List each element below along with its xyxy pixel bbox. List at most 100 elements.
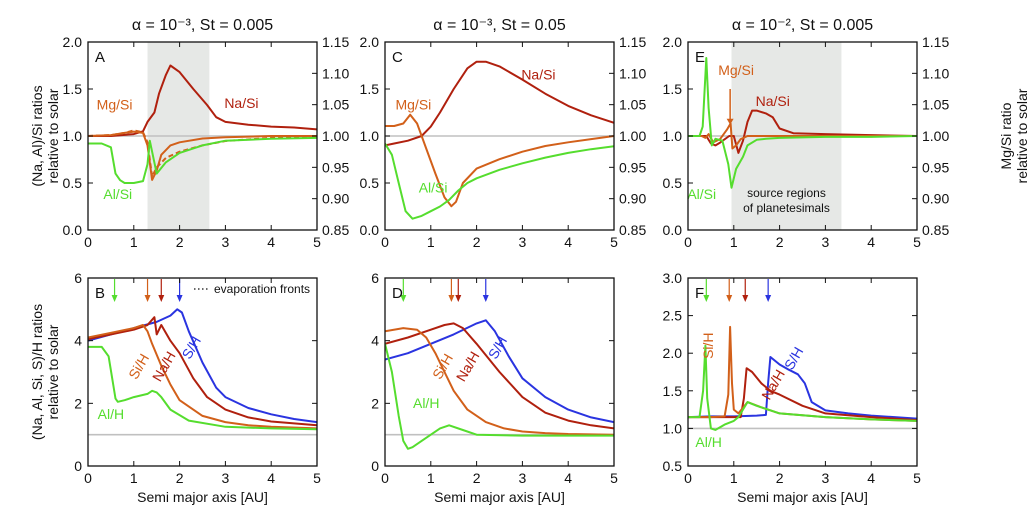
series-group [88, 308, 317, 431]
series-na-h [385, 322, 614, 430]
y2-tick-label: 1.10 [322, 65, 349, 81]
evaporation-front-arrowhead [765, 295, 772, 302]
series-group [688, 325, 917, 431]
x-tick-label: 3 [519, 234, 527, 250]
column-title-2: α = 10⁻³, St = 0.05 [433, 17, 566, 34]
x-tick-label: 3 [822, 470, 830, 486]
series-label-na-si: Na/Si [224, 95, 258, 111]
evaporation-front-arrowhead [742, 295, 749, 302]
y-tick-label: 2.0 [663, 34, 683, 50]
column-title-1: α = 10⁻³, St = 0.005 [132, 17, 273, 34]
y2-tick-label: 1.15 [322, 34, 349, 50]
y-tick-label: 1.0 [360, 128, 380, 144]
y-tick-label: 0.5 [663, 175, 683, 191]
y-tick-label: 6 [371, 270, 379, 286]
y2-tick-label: 1.05 [922, 97, 949, 113]
y-label-bottom: relative to solar [45, 324, 61, 419]
series-label-na-h: Na/H [453, 349, 483, 385]
mg-si-arrow-head [726, 118, 734, 125]
series-label-al-h: Al/H [695, 434, 721, 450]
column-titles: α = 10⁻³, St = 0.005 α = 10⁻³, St = 0.05 α… [132, 17, 873, 34]
series-si-h [88, 324, 317, 430]
x-axis-label: Semi major axis [AU] [737, 489, 868, 505]
series-s-h [688, 356, 917, 420]
series-al-h [688, 344, 917, 431]
source-regions-label: source regions [747, 186, 826, 200]
series-mg-si [688, 122, 917, 150]
y-label-top: relative to solar [45, 88, 61, 183]
x-tick-label: 1 [427, 234, 435, 250]
evaporation-front-arrowhead [455, 295, 462, 302]
series-label-al-h: Al/H [413, 395, 439, 411]
panel-letter-A: A [95, 49, 105, 66]
y2-tick-label: 1.05 [322, 97, 349, 113]
series-na-si [688, 109, 917, 154]
panel-letter-D: D [392, 285, 403, 302]
series-na-h [688, 367, 917, 422]
x-tick-label: 4 [867, 234, 875, 250]
plot-frame [87, 277, 318, 467]
x-tick-label: 0 [84, 470, 92, 486]
x-tick-label: 1 [130, 234, 138, 250]
y2-tick-label: 1.15 [619, 34, 646, 50]
y-tick-label: 2.0 [360, 34, 380, 50]
y-tick-label: 0.5 [663, 458, 683, 474]
evaporation-front-arrowhead [448, 295, 455, 302]
evaporation-front-arrowhead [158, 295, 165, 302]
series-group [688, 57, 917, 189]
series-mg-si [385, 113, 614, 208]
series-label-na-si: Na/Si [521, 67, 555, 83]
series-label-si-h: Si/H [429, 351, 456, 382]
x-tick-label: 3 [822, 234, 830, 250]
y2-tick-label: 1.00 [322, 128, 349, 144]
series-label-si-h: Si/H [700, 332, 716, 358]
x-tick-label: 0 [684, 470, 692, 486]
x-tick-label: 2 [776, 470, 784, 486]
y-tick-label: 1.5 [663, 81, 683, 97]
x-tick-label: 5 [313, 234, 321, 250]
y-tick-label: 3.0 [663, 270, 683, 286]
series-al-h [385, 343, 614, 450]
evaporation-front-arrowhead [703, 295, 710, 302]
series-na-si [385, 60, 614, 147]
series-al-si [688, 57, 917, 189]
y-tick-label: 0.0 [360, 222, 380, 238]
y-label-top: (Na, Al)/Si ratios [29, 85, 45, 186]
y2-tick-label: 0.95 [922, 159, 949, 175]
x-tick-label: 5 [610, 470, 618, 486]
series-al-si [88, 136, 317, 184]
y-tick-label: 1.5 [63, 81, 83, 97]
series-label-mg-si: Mg/Si [718, 62, 754, 78]
series-label-al-si: Al/Si [687, 186, 716, 202]
y2-tick-label: 0.90 [922, 191, 949, 207]
x-tick-label: 2 [473, 470, 481, 486]
evaporation-front-arrowhead [144, 295, 151, 302]
y2-tick-label: 1.00 [619, 128, 646, 144]
y2-tick-label: 1.00 [922, 128, 949, 144]
y2-tick-label: 0.85 [322, 222, 349, 238]
series-label-al-h: Al/H [98, 406, 124, 422]
x-tick-label: 4 [564, 234, 572, 250]
x-tick-label: 4 [867, 470, 875, 486]
series-si-h [385, 327, 614, 436]
x-tick-label: 4 [267, 234, 275, 250]
y2-tick-label: 1.15 [922, 34, 949, 50]
panels: Na/Si Mg/Si Al/Si 0 1 2 3 4 5 0.0 0.5 1.0 1.5 2.0 0.85… [63, 34, 950, 505]
x-tick-label: 0 [684, 234, 692, 250]
x-tick-label: 2 [473, 234, 481, 250]
y-tick-label: 0 [74, 458, 82, 474]
y-tick-label: 0.5 [63, 175, 83, 191]
y2-tick-label: 0.95 [322, 159, 349, 175]
x-tick-label: 3 [519, 470, 527, 486]
y-label-right: Mg/Si ratio [998, 102, 1014, 169]
y-tick-label: 0.0 [63, 222, 83, 238]
y-tick-label: 2 [371, 395, 379, 411]
y-tick-label: 2.5 [663, 308, 683, 324]
series-mg-si-dashed [88, 129, 317, 178]
x-tick-label: 2 [176, 470, 184, 486]
y2-tick-label: 0.85 [619, 222, 646, 238]
x-tick-label: 3 [222, 470, 230, 486]
